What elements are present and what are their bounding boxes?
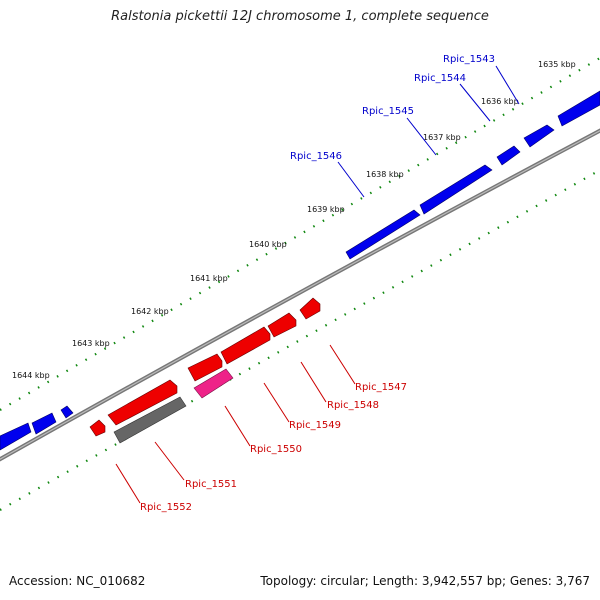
gene-label-1544[interactable]: Rpic_1544 <box>414 73 466 84</box>
chromosome-backbone-highlight <box>0 129 600 460</box>
gene-left-2-arrow[interactable] <box>31 412 57 435</box>
label-line-1544 <box>459 83 491 122</box>
gene-label-1543[interactable]: Rpic_1543 <box>443 54 495 65</box>
gene-1547-arrow[interactable] <box>299 297 321 320</box>
label-line-1546 <box>337 161 365 198</box>
scale-labels: 1635 kbp 1636 kbp 1637 kbp 1638 kbp 1639… <box>12 60 576 380</box>
label-line-1552 <box>115 463 141 504</box>
gene-label-1549[interactable]: Rpic_1549 <box>289 420 341 431</box>
map-title: Ralstonia pickettii 12J chromosome 1, co… <box>111 9 489 24</box>
gene-label-1548[interactable]: Rpic_1548 <box>327 400 379 411</box>
gene-label-1552[interactable]: Rpic_1552 <box>140 502 192 513</box>
forward-genes <box>0 90 600 451</box>
reverse-gene-labels: Rpic_1547 Rpic_1548 Rpic_1549 Rpic_1550 … <box>140 382 407 513</box>
gene-1550-rrna[interactable] <box>193 368 234 399</box>
gene-1549-arrow[interactable] <box>220 326 271 365</box>
gene-label-1545[interactable]: Rpic_1545 <box>362 106 414 117</box>
gene-1552-arrow[interactable] <box>89 419 106 437</box>
label-line-1545 <box>406 117 437 156</box>
tick-label-1641: 1641 kbp <box>190 274 228 283</box>
gene-1550-arrow[interactable] <box>187 353 223 382</box>
tick-label-1644: 1644 kbp <box>12 371 50 380</box>
label-line-1550 <box>224 405 251 447</box>
tick-label-1637: 1637 kbp <box>423 133 461 142</box>
label-line-1543 <box>495 65 520 105</box>
tick-label-1636: 1636 kbp <box>481 97 519 106</box>
gene-label-1547[interactable]: Rpic_1547 <box>355 382 407 393</box>
accession-text: Accession: NC_010682 <box>9 574 146 588</box>
gene-label-1551[interactable]: Rpic_1551 <box>185 479 237 490</box>
label-line-1548 <box>300 361 327 403</box>
gene-1544-arrow[interactable] <box>496 145 521 166</box>
reverse-label-lines <box>115 344 356 504</box>
tick-label-1643: 1643 kbp <box>72 339 110 348</box>
tick-label-1635: 1635 kbp <box>538 60 576 69</box>
gene-label-1546[interactable]: Rpic_1546 <box>290 151 342 162</box>
gene-1545-arrow[interactable] <box>419 164 493 215</box>
tick-label-1642: 1642 kbp <box>131 307 169 316</box>
gene-1543-arrow[interactable] <box>523 124 555 148</box>
gene-label-1550[interactable]: Rpic_1550 <box>250 444 302 455</box>
gene-1551-pseudo[interactable] <box>113 396 187 444</box>
tick-label-1638: 1638 kbp <box>366 170 404 179</box>
outer-scale-line <box>0 57 600 411</box>
topology-text: Topology: circular; Length: 3,942,557 bp… <box>260 574 590 588</box>
label-line-1547 <box>329 344 356 385</box>
gene-left-3-arrow[interactable] <box>60 405 74 419</box>
label-line-1549 <box>263 382 290 423</box>
tick-label-1640: 1640 kbp <box>249 240 287 249</box>
gene-1551-arrow[interactable] <box>107 379 178 426</box>
gene-1542-arrow[interactable] <box>557 90 600 127</box>
reverse-genes <box>89 297 321 444</box>
forward-label-lines <box>337 65 520 198</box>
gene-1546-arrow[interactable] <box>345 209 421 260</box>
forward-gene-labels: Rpic_1543 Rpic_1544 Rpic_1545 Rpic_1546 <box>290 54 495 162</box>
gene-1548-arrow[interactable] <box>267 312 297 338</box>
label-line-1551 <box>154 441 185 481</box>
gene-left-1-arrow[interactable] <box>0 422 32 451</box>
tick-label-1639: 1639 kbp <box>307 205 345 214</box>
